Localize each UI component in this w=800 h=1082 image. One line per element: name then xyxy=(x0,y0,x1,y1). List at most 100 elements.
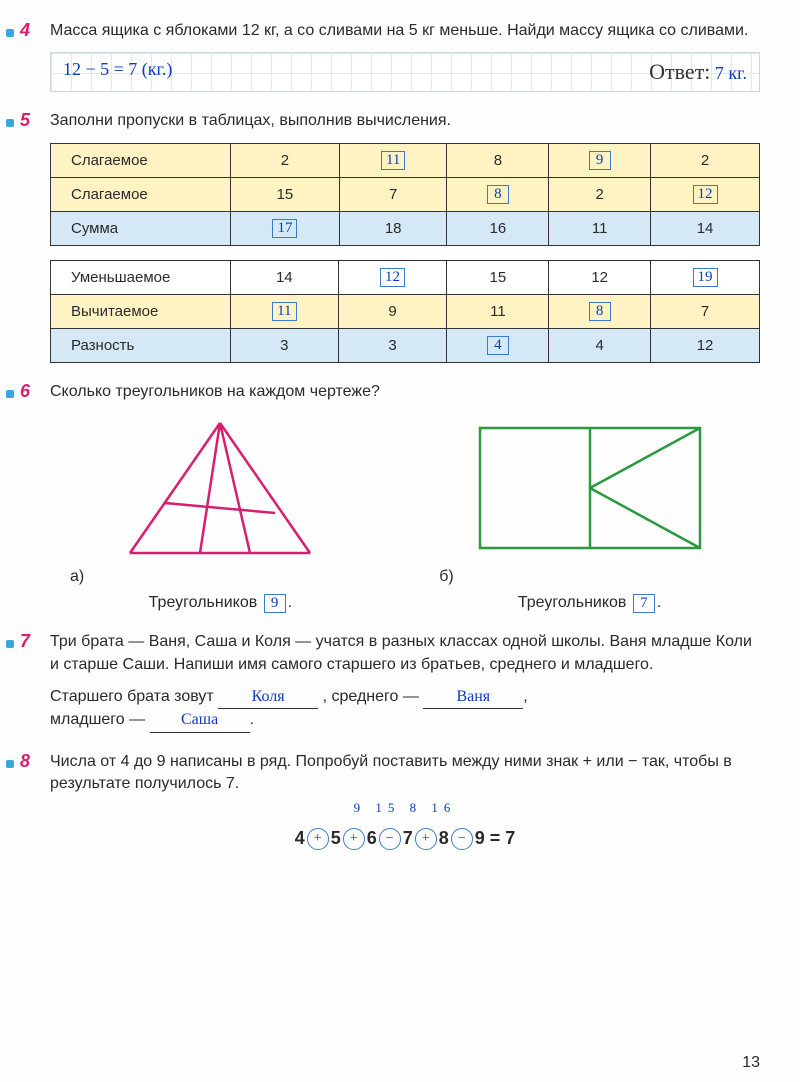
table-cell: 15 xyxy=(231,177,340,211)
table-cell: 7 xyxy=(651,294,760,328)
table-cell: 8 xyxy=(447,177,549,211)
table-cell: 8 xyxy=(549,294,651,328)
figure-b-caption: Треугольников 7. xyxy=(419,594,760,613)
table-cell: 2 xyxy=(231,143,340,177)
table-row: Слагаемое157 8 2 12 xyxy=(51,177,760,211)
problem-4: 4 Масса ящика с яблоками 12 кг, а со сли… xyxy=(50,20,760,92)
problem-number: 4 xyxy=(20,20,30,41)
problem-text: Масса ящика с яблоками 12 кг, а со слива… xyxy=(50,20,760,42)
middle-answer: Ваня xyxy=(423,686,523,709)
problem-8: 8 Числа от 4 до 9 написаны в ряд. Попроб… xyxy=(50,751,760,850)
table-cell: 7 xyxy=(339,177,447,211)
table-cell: 18 xyxy=(339,211,447,245)
table-row: Слагаемое211892 xyxy=(51,143,760,177)
answer-cell: 11 xyxy=(272,302,296,321)
operator-circle: − xyxy=(379,828,401,850)
problem-text: Три брата — Ваня, Саша и Коля — учатся в… xyxy=(50,631,760,676)
youngest-answer: Саша xyxy=(150,709,250,732)
row-label: Сумма xyxy=(51,211,231,245)
problem-text: Сколько треугольников на каждом чертеже? xyxy=(50,381,760,403)
figure-b: б) Треугольников 7. xyxy=(419,413,760,613)
equation-row: 4+5+6−7+8−9 = 7 xyxy=(50,828,760,850)
partial-sums: 9 15 8 16 xyxy=(50,800,760,816)
table-cell: 19 xyxy=(651,260,760,294)
table-cell: 12 xyxy=(338,260,447,294)
oldest-answer: Коля xyxy=(218,686,318,709)
answer-line-1: Старшего брата зовут Коля , среднего — В… xyxy=(50,686,760,709)
problem-number: 5 xyxy=(20,110,30,131)
operator-circle: + xyxy=(415,828,437,850)
problem-text: Числа от 4 до 9 написаны в ряд. Попробуй… xyxy=(50,751,760,796)
row-label: Вычитаемое xyxy=(51,294,231,328)
table-cell: 14 xyxy=(231,260,339,294)
table-row: Вычитаемое1191187 xyxy=(51,294,760,328)
operator-circle: + xyxy=(343,828,365,850)
figure-a-label: а) xyxy=(70,568,84,585)
answer-cell: 8 xyxy=(589,302,611,321)
table-row: Уменьшаемое1412151219 xyxy=(51,260,760,294)
table-cell: 11 xyxy=(339,143,447,177)
row-label: Слагаемое xyxy=(51,177,231,211)
work-box: 12 − 5 = 7 (кг.) Ответ: 7 кг. xyxy=(50,52,760,92)
table-cell: 2 xyxy=(549,177,651,211)
table-cell: 4 xyxy=(549,328,651,362)
equation-result: = 7 xyxy=(485,828,516,848)
page-number: 13 xyxy=(742,1054,760,1072)
equation-number: 5 xyxy=(331,828,341,848)
problem-number: 6 xyxy=(20,381,30,402)
table-cell: 9 xyxy=(549,143,651,177)
table-row: Разность334412 xyxy=(51,328,760,362)
figure-a-caption: Треугольников 9. xyxy=(50,594,391,613)
table-cell: 17 xyxy=(231,211,340,245)
table-cell: 3 xyxy=(338,328,447,362)
problem-7: 7 Три брата — Ваня, Саша и Коля — учатся… xyxy=(50,631,760,733)
table-cell: 12 xyxy=(651,328,760,362)
row-label: Разность xyxy=(51,328,231,362)
table-cell: 16 xyxy=(447,211,549,245)
equation-number: 8 xyxy=(439,828,449,848)
table-cell: 11 xyxy=(447,294,549,328)
table-cell: 12 xyxy=(651,177,760,211)
figures-row: а) Треугольников 9. б) Треугольников 7. xyxy=(50,413,760,613)
problem-number: 8 xyxy=(20,751,30,772)
table-cell: 2 xyxy=(651,143,760,177)
figure-a: а) Треугольников 9. xyxy=(50,413,391,613)
table-cell: 3 xyxy=(231,328,339,362)
table-cell: 12 xyxy=(549,260,651,294)
table-cell: 14 xyxy=(651,211,760,245)
problem-6: 6 Сколько треугольников на каждом чертеж… xyxy=(50,381,760,613)
addition-table: Слагаемое211892Слагаемое1578212Сумма1718… xyxy=(50,143,760,246)
equation-number: 4 xyxy=(295,828,305,848)
figure-b-answer: 7 xyxy=(633,594,655,613)
table-cell: 9 xyxy=(338,294,447,328)
equation-number: 7 xyxy=(403,828,413,848)
table-cell: 4 xyxy=(447,328,549,362)
equation-number: 9 xyxy=(475,828,485,848)
answer-line-2: младшего — Саша. xyxy=(50,709,760,732)
problem-number: 7 xyxy=(20,631,30,652)
problem-5: 5 Заполни пропуски в таблицах, выполнив … xyxy=(50,110,760,362)
answer-cell: 12 xyxy=(693,185,718,204)
work-expression: 12 − 5 = 7 (кг.) xyxy=(63,59,172,85)
answer-cell: 4 xyxy=(487,336,509,355)
table-cell: 15 xyxy=(447,260,549,294)
row-label: Уменьшаемое xyxy=(51,260,231,294)
operator-circle: − xyxy=(451,828,473,850)
problem-text: Заполни пропуски в таблицах, выполнив вы… xyxy=(50,110,760,132)
table-cell: 11 xyxy=(549,211,651,245)
subtraction-table: Уменьшаемое1412151219Вычитаемое1191187Ра… xyxy=(50,260,760,363)
figure-b-label: б) xyxy=(439,568,454,585)
rectangle-diagram xyxy=(460,413,720,563)
answer-cell: 9 xyxy=(589,151,611,170)
figure-a-answer: 9 xyxy=(264,594,286,613)
row-label: Слагаемое xyxy=(51,143,231,177)
answer-cell: 12 xyxy=(380,268,405,287)
answer-cell: 8 xyxy=(487,185,509,204)
table-cell: 8 xyxy=(447,143,549,177)
table-row: Сумма 17 18161114 xyxy=(51,211,760,245)
answer-cell: 17 xyxy=(272,219,297,238)
answer-cell: 19 xyxy=(693,268,718,287)
answer-cell: 11 xyxy=(381,151,405,170)
answer-label: Ответ: xyxy=(649,59,710,84)
answer-value: 7 кг. xyxy=(715,63,747,83)
